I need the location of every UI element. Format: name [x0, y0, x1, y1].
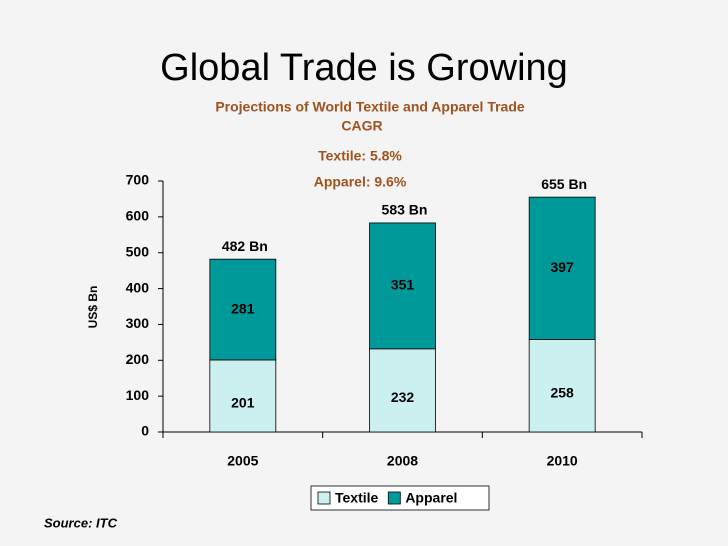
x-tick-label: 2008 — [387, 453, 418, 469]
bar-segment — [528, 196, 596, 340]
bar-segment — [209, 359, 277, 433]
x-tick-label: 2010 — [547, 453, 578, 469]
source: Source: ITC — [44, 515, 118, 530]
value-label: 397 — [550, 259, 574, 275]
annotation: Apparel: 9.6% — [314, 174, 407, 190]
legend-swatch — [317, 491, 331, 505]
annotation: Textile: 5.8% — [318, 148, 402, 164]
y-tick-label: 400 — [126, 279, 150, 295]
y-tick-label: 700 — [126, 172, 150, 188]
legend-label: Apparel — [405, 490, 457, 506]
bar-segment — [369, 222, 436, 350]
value-label: 351 — [391, 277, 415, 293]
value-label: 232 — [391, 389, 415, 405]
y-axis-label: US$ Bn — [86, 286, 100, 329]
y-tick-label: 600 — [126, 208, 150, 224]
bar-segment — [209, 258, 277, 361]
chart-title: Global Trade is Growing — [160, 47, 568, 89]
bar-segment — [369, 348, 436, 433]
y-tick-label: 100 — [126, 387, 150, 403]
bar-segment — [528, 339, 596, 433]
value-label: 258 — [550, 384, 574, 400]
y-tick-label: 0 — [141, 423, 149, 439]
y-tick-label: 300 — [126, 315, 150, 331]
value-label: 281 — [231, 300, 255, 316]
total-label: 482 Bn — [222, 238, 268, 254]
total-label: 655 Bn — [541, 176, 587, 192]
y-tick-label: 500 — [126, 243, 150, 259]
legend-label: Textile — [335, 490, 379, 506]
y-tick-label: 200 — [126, 351, 150, 367]
value-label: 201 — [231, 395, 255, 411]
total-label: 583 Bn — [382, 202, 428, 218]
subtitle: Projections of World Textile and Apparel… — [215, 99, 525, 115]
subtitle: CAGR — [341, 118, 382, 134]
x-tick-label: 2005 — [227, 453, 258, 469]
legend-swatch — [387, 491, 401, 505]
